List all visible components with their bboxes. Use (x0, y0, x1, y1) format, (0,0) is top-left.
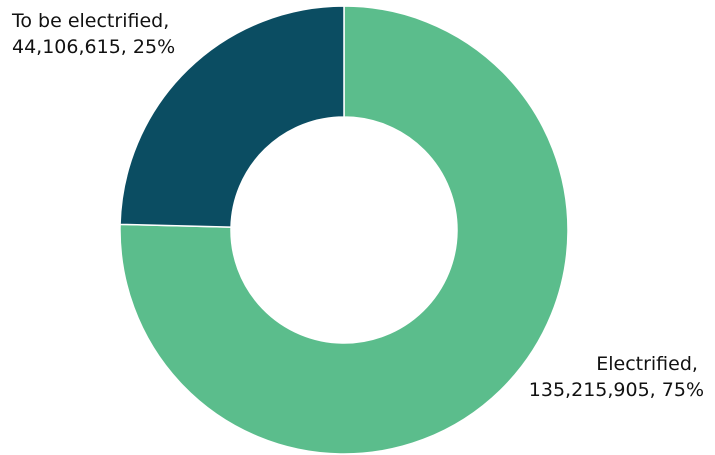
slice-label-electrified-name-comma: , (692, 353, 698, 375)
slice-label-electrified-sep: , (650, 379, 662, 401)
slice-label-to-be-electrified: To be electrified, 44,106,615, 25% (11, 10, 175, 58)
donut-slices (119, 5, 569, 455)
slice-label-to-be-electrified-name: To be electrified (11, 10, 163, 32)
slice-label-to-be-electrified-percent: 25% (133, 36, 175, 58)
slice-label-electrified: Electrified, 135,215,905, 75% (529, 353, 704, 401)
slice-label-to-be-electrified-name-comma: , (163, 10, 169, 32)
slice-label-to-be-electrified-sep: , (121, 36, 133, 58)
slice-label-to-be-electrified-value: 44,106,615 (12, 36, 121, 58)
slice-label-electrified-percent: 75% (662, 379, 704, 401)
slice-label-electrified-value: 135,215,905 (529, 379, 650, 401)
slice-label-electrified-name: Electrified (596, 353, 692, 375)
donut-slice-electrified (119, 5, 569, 455)
donut-slice-to-be-electrified (119, 5, 345, 228)
